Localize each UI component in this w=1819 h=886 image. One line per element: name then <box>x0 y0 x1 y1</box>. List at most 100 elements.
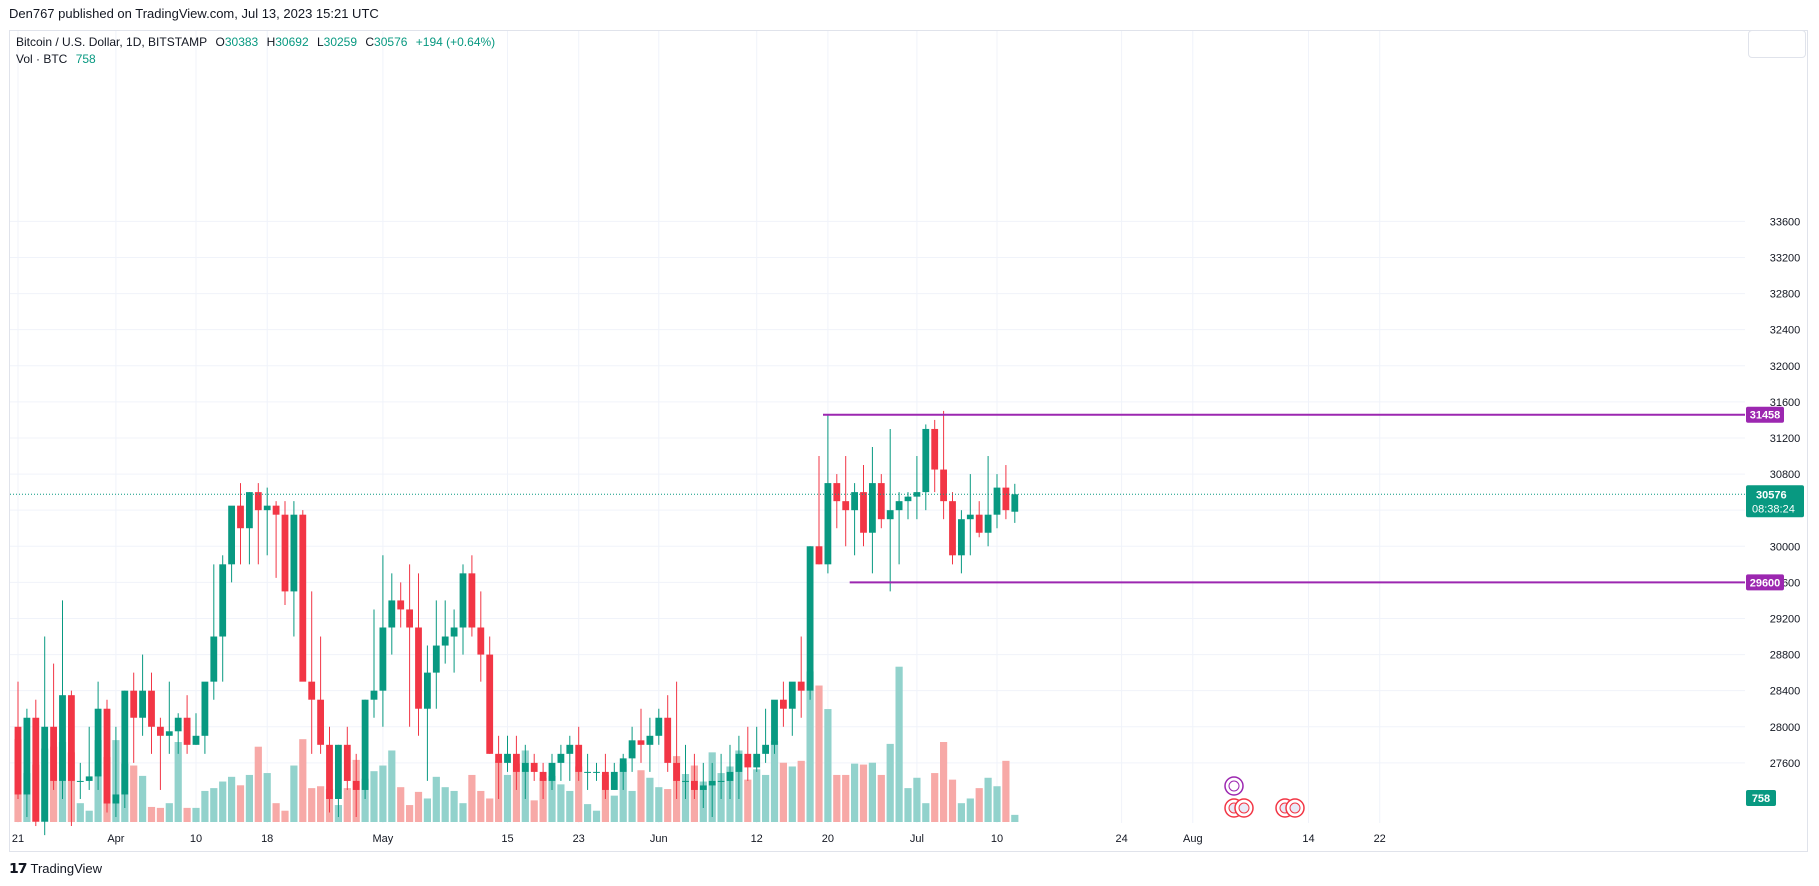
volume-bar <box>966 798 974 822</box>
volume-bar <box>361 778 369 822</box>
candle-body <box>379 627 387 691</box>
volume-bar <box>877 774 885 822</box>
last-price-label: 30576 <box>1756 489 1787 501</box>
low-label: L <box>316 35 324 49</box>
candle-body <box>949 501 956 556</box>
volume-bar <box>512 763 520 822</box>
x-tick-label: 22 <box>1374 833 1386 845</box>
candle-body <box>317 699 324 745</box>
grid-lines <box>10 31 1745 823</box>
candle-body <box>459 573 467 628</box>
volume-bar <box>753 769 761 822</box>
volume-bar <box>468 774 476 822</box>
candle-body <box>548 762 556 781</box>
candle-body <box>246 492 253 529</box>
candle-body <box>593 771 600 773</box>
candle-body <box>735 753 743 772</box>
ohlc-row: Bitcoin / U.S. Dollar, 1D, BITSTAMP O303… <box>16 34 500 51</box>
chart-settings-button[interactable] <box>1748 30 1806 58</box>
candle-body <box>539 771 547 781</box>
volume-bar <box>201 790 209 822</box>
open-value: 30383 <box>224 35 259 49</box>
volume-bar <box>530 800 538 822</box>
candle-body <box>664 717 672 763</box>
candle-body <box>566 744 574 754</box>
volume-bar <box>290 765 298 822</box>
volume-bar <box>815 685 823 822</box>
volume-bar <box>245 774 253 822</box>
chart-legend: Bitcoin / U.S. Dollar, 1D, BITSTAMP O303… <box>16 34 500 68</box>
candle-body <box>833 483 841 502</box>
candle-body <box>272 505 280 515</box>
volume-bar <box>566 790 574 822</box>
candle-body <box>415 627 422 709</box>
candle-body <box>530 762 538 772</box>
candle-body <box>290 514 298 592</box>
y-tick-label: 27600 <box>1770 758 1801 770</box>
x-tick-label: 23 <box>573 833 585 845</box>
candle-body <box>112 794 120 804</box>
volume-bar <box>308 788 316 822</box>
y-tick-label: 33200 <box>1770 252 1801 264</box>
candle-body <box>575 744 583 772</box>
x-tick-label: 14 <box>1302 833 1314 845</box>
candle-body <box>655 717 663 736</box>
price-level-badge <box>1746 574 1784 591</box>
volume-bar <box>370 771 378 822</box>
volume-bar <box>637 770 645 822</box>
candle-body <box>931 428 939 470</box>
candle-body <box>824 483 832 565</box>
volume-bar <box>655 787 663 822</box>
candle-body <box>237 505 244 529</box>
volume-bar <box>592 810 601 822</box>
volume-bar <box>414 791 423 822</box>
x-tick-label: Apr <box>107 833 124 845</box>
candle-body <box>637 740 645 745</box>
candle-body <box>869 483 876 533</box>
volume-bar <box>174 742 182 822</box>
volume-bar <box>824 709 832 822</box>
candle-body <box>922 428 930 493</box>
y-tick-label: 28800 <box>1770 650 1801 662</box>
x-tick-label: 10 <box>991 833 1003 845</box>
volume-bar <box>192 807 200 822</box>
volume-bar <box>85 810 93 822</box>
tradingview-logo-icon: 𝟭𝟳 <box>9 860 28 876</box>
candle-body <box>103 708 111 804</box>
volume-bar <box>646 777 654 822</box>
candle-body <box>993 487 1001 515</box>
volume-bar <box>575 766 583 822</box>
publisher-caption: Den767 published on TradingView.com, Jul… <box>9 6 379 21</box>
y-axis: 2760028000284002880029200296003000030400… <box>1770 216 1801 770</box>
volume-bar <box>228 776 236 822</box>
volume-bar <box>788 766 796 822</box>
candle-body <box>815 546 823 565</box>
tradingview-logo[interactable]: 𝟭𝟳 TradingView <box>9 860 102 877</box>
volume-bar <box>343 788 351 822</box>
candle-body <box>210 636 218 682</box>
candle-body <box>717 780 725 782</box>
close-label: C <box>365 35 375 49</box>
volume-bar <box>147 806 156 822</box>
candle-body <box>361 699 369 790</box>
candle-body <box>85 776 93 781</box>
candle-body <box>851 492 858 511</box>
candle-body <box>860 492 867 533</box>
candle-body <box>806 546 814 691</box>
candle-body <box>904 496 912 502</box>
volume-row: Vol · BTC 758 <box>16 51 500 68</box>
volume-bar <box>503 774 512 822</box>
high-value: 30692 <box>275 35 309 49</box>
x-tick-label: Aug <box>1183 833 1203 845</box>
candle-body <box>788 681 796 709</box>
volume-bar <box>254 746 262 822</box>
y-tick-label: 32000 <box>1770 361 1801 373</box>
price-level-label: 31458 <box>1750 410 1781 422</box>
open-label: O <box>215 35 225 49</box>
candle-body <box>842 501 850 511</box>
x-tick-label: 15 <box>501 833 513 845</box>
candle-body <box>388 600 396 628</box>
candle-body <box>397 600 405 610</box>
candle-body <box>370 690 378 700</box>
